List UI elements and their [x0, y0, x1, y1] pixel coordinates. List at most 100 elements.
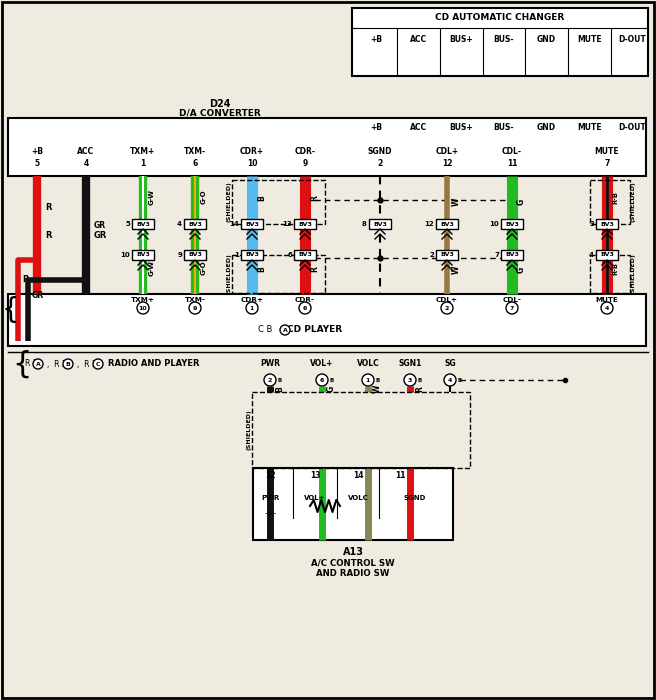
Text: 10: 10 — [489, 221, 499, 227]
Text: 13: 13 — [310, 472, 320, 480]
Text: R-B: R-B — [612, 262, 618, 275]
Text: PWR: PWR — [260, 359, 280, 368]
Text: 1: 1 — [234, 252, 239, 258]
Circle shape — [189, 302, 201, 314]
Text: BV3: BV3 — [136, 253, 150, 258]
Text: B: B — [257, 195, 266, 201]
Text: G-O: G-O — [201, 260, 207, 275]
Text: VOL+: VOL+ — [304, 495, 326, 501]
Text: 8: 8 — [362, 221, 367, 227]
Text: 11: 11 — [395, 472, 405, 480]
Text: GR: GR — [94, 230, 108, 239]
Text: CDR-: CDR- — [295, 146, 316, 155]
Text: BV3: BV3 — [440, 221, 454, 227]
Text: (SHIELDED): (SHIELDED) — [631, 181, 636, 223]
Text: BUS+: BUS+ — [449, 36, 473, 45]
Text: 14: 14 — [353, 472, 363, 480]
Text: —: — — [264, 508, 276, 518]
Bar — [590, 180, 630, 224]
Text: MUTE: MUTE — [596, 297, 619, 303]
Text: 12: 12 — [424, 221, 434, 227]
Text: 6: 6 — [287, 252, 292, 258]
Text: 12: 12 — [441, 158, 452, 167]
Text: BV3: BV3 — [188, 221, 202, 227]
Text: CDR-: CDR- — [295, 297, 315, 303]
Text: 1: 1 — [366, 377, 370, 382]
Text: BV3: BV3 — [440, 253, 454, 258]
Text: G-W: G-W — [149, 260, 155, 276]
Text: VOLC: VOLC — [357, 359, 379, 368]
Text: 7: 7 — [604, 158, 609, 167]
Text: 14: 14 — [229, 221, 239, 227]
Text: BUS-: BUS- — [494, 36, 514, 45]
Text: TXM+: TXM+ — [131, 146, 155, 155]
Text: RADIO AND PLAYER: RADIO AND PLAYER — [108, 360, 199, 368]
Circle shape — [63, 359, 73, 369]
Text: A/C CONTROL SW: A/C CONTROL SW — [311, 559, 395, 568]
Text: 4: 4 — [448, 377, 452, 382]
Text: ACC: ACC — [410, 123, 427, 132]
Text: R: R — [45, 204, 52, 213]
Text: R: R — [22, 276, 28, 284]
Text: 4: 4 — [83, 158, 89, 167]
Text: BV3: BV3 — [298, 253, 312, 258]
Text: G-W: G-W — [149, 189, 155, 205]
Bar — [596, 250, 618, 260]
Text: MUTE: MUTE — [595, 146, 619, 155]
Circle shape — [506, 302, 518, 314]
Text: 3: 3 — [408, 377, 412, 382]
Text: R: R — [45, 230, 52, 239]
Circle shape — [264, 374, 276, 386]
Bar — [596, 219, 618, 229]
Text: 3: 3 — [589, 221, 594, 227]
Bar — [501, 250, 523, 260]
Text: BV3: BV3 — [188, 253, 202, 258]
Text: D/A CONVERTER: D/A CONVERTER — [179, 108, 261, 118]
Text: W: W — [373, 385, 382, 393]
Text: CDR+: CDR+ — [241, 297, 264, 303]
Text: CDL-: CDL- — [502, 146, 522, 155]
Text: BV3: BV3 — [245, 253, 259, 258]
Text: 4: 4 — [605, 305, 609, 311]
Text: 2: 2 — [268, 377, 272, 382]
Text: R 1: R 1 — [25, 360, 37, 368]
Text: 12: 12 — [265, 472, 276, 480]
Text: B: B — [257, 266, 266, 272]
Circle shape — [404, 374, 416, 386]
Text: 7: 7 — [510, 305, 514, 311]
Text: G-O: G-O — [201, 190, 207, 204]
Bar — [253, 468, 453, 540]
Text: R: R — [310, 195, 319, 201]
Text: R: R — [310, 266, 319, 272]
Text: R: R — [415, 386, 424, 392]
Text: BV3: BV3 — [136, 221, 150, 227]
Text: BV3: BV3 — [373, 221, 387, 227]
Text: B: B — [66, 361, 70, 367]
Text: C: C — [96, 361, 100, 367]
Text: {: { — [1, 296, 19, 324]
Circle shape — [601, 302, 613, 314]
Bar — [241, 250, 263, 260]
Text: SGND: SGND — [404, 495, 426, 501]
Text: 5: 5 — [34, 158, 39, 167]
Circle shape — [280, 325, 290, 335]
Text: A: A — [35, 361, 41, 367]
Text: D-OUT: D-OUT — [618, 123, 646, 132]
Text: 4: 4 — [589, 252, 594, 258]
Circle shape — [444, 374, 456, 386]
Circle shape — [362, 374, 374, 386]
Text: (SHIELDED): (SHIELDED) — [226, 253, 231, 295]
Text: CD AUTOMATIC CHANGER: CD AUTOMATIC CHANGER — [436, 13, 565, 22]
Text: 9: 9 — [177, 252, 182, 258]
Circle shape — [299, 302, 311, 314]
Text: 2: 2 — [377, 158, 382, 167]
Bar — [184, 250, 206, 260]
Circle shape — [93, 359, 103, 369]
Text: CDL+: CDL+ — [436, 146, 459, 155]
Text: MUTE: MUTE — [577, 36, 602, 45]
Text: 10: 10 — [120, 252, 130, 258]
Text: B: B — [457, 377, 461, 382]
Bar — [590, 255, 630, 293]
Bar — [132, 219, 154, 229]
Text: 2: 2 — [445, 305, 449, 311]
